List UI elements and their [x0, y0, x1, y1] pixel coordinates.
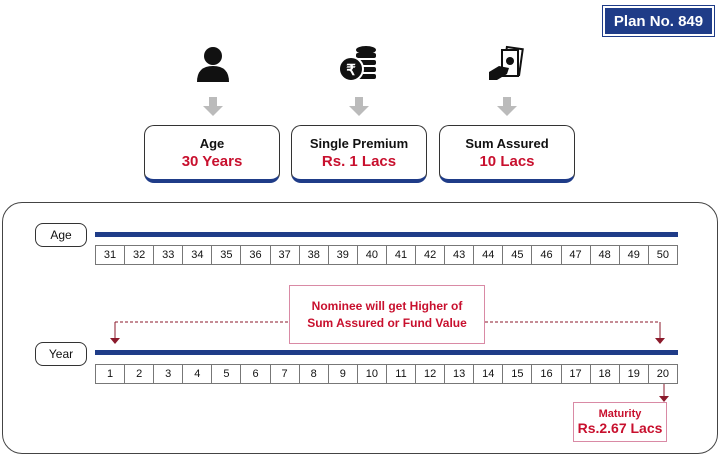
sum-assured-card: Sum Assured 10 Lacs: [439, 125, 575, 183]
year-cell: 15: [503, 365, 533, 383]
nominee-line-2: Sum Assured or Fund Value: [307, 315, 467, 330]
year-cell: 20: [656, 368, 669, 380]
age-cell: 46: [532, 246, 562, 264]
age-cell: 43: [445, 246, 475, 264]
age-row-label: Age: [35, 223, 87, 247]
age-bar: [95, 232, 678, 237]
age-cell: 36: [241, 246, 271, 264]
age-cell: 44: [474, 246, 504, 264]
age-cell: 42: [416, 246, 446, 264]
year-cell: 5: [212, 365, 242, 383]
age-cell: 38: [300, 246, 329, 264]
year-bar: [95, 350, 678, 355]
year-cell: 19: [620, 365, 649, 383]
age-cell: 37: [271, 246, 300, 264]
hand-money-icon: [489, 45, 524, 80]
svg-text:₹: ₹: [346, 62, 356, 79]
person-icon: [197, 47, 229, 82]
year-cell: 11: [387, 365, 417, 383]
age-cell: 35: [212, 246, 242, 264]
card-label: Age: [199, 135, 225, 151]
nominee-line-1: Nominee will get Higher of: [311, 298, 463, 313]
age-cell: 32: [125, 246, 155, 264]
age-cell: 45: [503, 246, 533, 264]
card-value: 10 Lacs: [479, 152, 535, 170]
age-cell: 41: [387, 246, 417, 264]
age-cell: 31: [96, 246, 126, 264]
year-cell: 14: [474, 365, 504, 383]
card-value: Rs. 1 Lacs: [321, 152, 397, 170]
down-arrow-icon: [349, 97, 369, 116]
year-cell: 16: [532, 365, 562, 383]
year-cells: 1 2 3 4 5 6 7 8 9 10 11 12 13 14 15 16 17 18 19 20: [95, 364, 678, 384]
age-cell: 39: [329, 246, 358, 264]
premium-card: Single Premium Rs. 1 Lacs: [291, 125, 427, 183]
nominee-note: Nominee will get Higher of Sum Assured o…: [289, 285, 485, 344]
card-value: 30 Years: [181, 152, 243, 170]
age-card: Age 30 Years: [144, 125, 280, 183]
year-cell: 9: [329, 365, 358, 383]
maturity-note: Maturity Rs.2.67 Lacs: [573, 402, 667, 442]
year-cell: 18: [591, 365, 620, 383]
age-cell: 40: [358, 246, 387, 264]
timeline-panel: [2, 202, 718, 454]
down-arrow-icon: [203, 97, 223, 116]
age-cell: 34: [183, 246, 213, 264]
age-cells: 31 32 33 34 35 36 37 38 39 40 41 42 43 44 45 46 47 48 49 50: [95, 245, 678, 265]
rupee-coins-icon: ₹: [338, 46, 376, 82]
year-cell: 2: [125, 365, 155, 383]
card-label: Single Premium: [309, 135, 409, 151]
age-cell: 48: [591, 246, 620, 264]
down-arrow-icon: [497, 97, 517, 116]
year-cell: 3: [154, 365, 184, 383]
age-cell: 50: [656, 249, 669, 261]
year-cell: 17: [562, 365, 591, 383]
age-cell: 47: [562, 246, 591, 264]
maturity-value: Rs.2.67 Lacs: [577, 420, 663, 436]
plan-badge: Plan No. 849: [602, 5, 715, 37]
year-cell: 12: [416, 365, 446, 383]
year-cell: 6: [241, 365, 271, 383]
year-row-label: Year: [35, 342, 87, 366]
year-cell: 4: [183, 365, 213, 383]
age-cell: 49: [620, 246, 649, 264]
maturity-label: Maturity: [598, 408, 642, 420]
year-cell: 10: [358, 365, 387, 383]
year-cell: 7: [271, 365, 300, 383]
year-cell: 8: [300, 365, 329, 383]
age-cell: 33: [154, 246, 184, 264]
year-cell: 13: [445, 365, 475, 383]
year-cell: 1: [96, 365, 126, 383]
card-label: Sum Assured: [465, 135, 549, 151]
